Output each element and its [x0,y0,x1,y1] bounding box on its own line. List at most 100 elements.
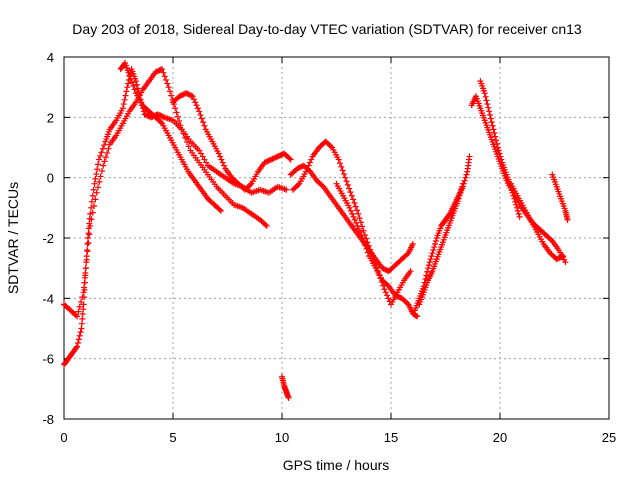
data-point [384,292,391,299]
data-point [327,143,334,150]
data-point [305,162,312,169]
data-point [346,185,353,192]
data-point [455,195,462,202]
data-point [194,105,201,112]
data-point [514,207,521,214]
data-point [88,204,95,211]
data-point [98,149,105,156]
data-point [182,134,189,141]
data-point [360,227,367,234]
data-point [88,216,95,223]
data-point [339,167,346,174]
data-point [381,286,388,293]
y-tick-label: -2 [42,231,54,246]
data-point [342,174,349,181]
data-point [72,312,79,319]
data-point [558,253,565,260]
data-point [268,156,275,163]
data-point [174,113,181,120]
data-point [457,189,464,196]
data-point [74,339,81,346]
data-point [98,168,105,175]
data-point [491,130,498,137]
data-point [358,231,365,238]
data-point [262,221,269,228]
data-point [221,162,228,169]
data-point [308,156,315,163]
data-point [365,242,372,249]
data-point [319,182,326,189]
data-point [351,200,358,207]
data-point [131,86,138,93]
series-arc-8 [333,180,421,320]
data-point [157,66,164,73]
data-point [516,213,523,220]
data-point [164,80,171,87]
data-point [359,235,366,241]
data-point [183,90,190,97]
data-point [380,265,387,272]
data-point [270,155,277,162]
y-tick-label: 2 [47,110,54,125]
data-point [306,159,313,166]
data-point [199,153,206,160]
y-tick-labels: -8 -6 -4 -2 0 2 4 [42,50,54,427]
data-point [487,115,494,122]
data-point [497,153,504,160]
data-point [488,119,495,126]
data-point [396,294,403,301]
data-point [92,175,99,182]
data-point [466,153,473,160]
data-point [85,239,92,246]
data-point [219,159,226,166]
data-point [102,154,109,161]
data-point [81,279,88,286]
data-point [196,147,203,154]
data-point [353,219,360,226]
data-point [393,292,400,299]
data-point [357,228,364,235]
data-point [197,111,204,118]
data-point [494,144,501,151]
data-point [295,165,302,172]
data-point [350,213,357,220]
data-point [489,122,496,129]
data-point [178,126,185,133]
series-arc-6 [287,162,416,275]
data-point [348,192,355,199]
data-point [462,174,469,181]
data-point [414,313,421,320]
data-point [192,99,199,106]
data-point [142,111,149,118]
data-point [269,155,276,162]
data-point [95,161,102,168]
data-point [302,168,309,175]
data-point [99,145,106,152]
data-point [456,192,463,199]
data-point [91,203,98,210]
data-point [392,292,399,299]
data-point [97,173,104,180]
data-point [183,139,190,146]
data-point [123,88,130,95]
data-point [496,150,503,157]
data-point [355,210,362,217]
data-point [562,259,569,266]
data-point [429,250,436,257]
data-point [190,96,197,103]
data-point [193,102,200,109]
data-point [177,122,184,129]
data-point [157,112,164,119]
data-point [368,250,375,257]
data-point [363,235,370,242]
data-point [495,147,502,154]
data-point [156,67,163,74]
data-point [364,249,371,256]
series-arc-14 [549,171,571,223]
data-point [382,289,389,296]
data-point [354,222,361,229]
data-point [185,143,192,150]
data-point [261,159,268,166]
y-tick-label: 0 [47,171,54,186]
data-point [427,256,434,263]
